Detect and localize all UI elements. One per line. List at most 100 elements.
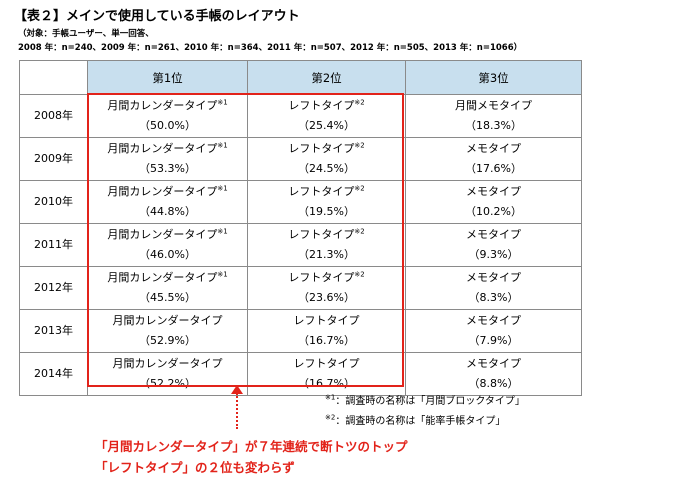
ranking-table: 第1位 第2位 第3位 2008年 月間カレンダータイプ※1 （50.0%） レフトタ… [19,60,582,396]
layout-percent: （19.5%） [298,205,355,218]
rank-3-cell: メモタイプ （9.3%） [405,223,582,267]
layout-percent: （52.2%） [139,377,196,390]
layout-percent: （17.6%） [465,162,522,175]
layout-name: レフトタイプ※2 [248,96,405,116]
table-row: 2009年 月間カレンダータイプ※1 （53.3%） レフトタイプ※2 （24.5%）メ… [19,137,582,181]
layout-percent: （10.2%） [465,205,522,218]
layout-name-text: レフトタイプ [288,228,355,241]
footnote-mark: ※1 [217,98,228,107]
layout-name-text: メモタイプ [466,357,521,370]
layout-name-text: レフトタイプ [288,271,355,284]
layout-percent: （50.0%） [139,119,196,132]
rank-1-cell: 月間カレンダータイプ※1 （45.5%） [87,266,248,310]
layout-name: レフトタイプ※2 [248,139,405,159]
layout-percent: （9.3%） [468,248,519,261]
layout-name-text: 月間カレンダータイプ [107,228,218,241]
table-row: 2014年 月間カレンダータイプ （52.2%） レフトタイプ （16.7%） メモタイプ… [19,352,582,396]
footnote-1: ※1：調査時の名称は「月間ブロックタイプ」 [325,392,525,412]
footnote-mark: ※2 [354,98,365,107]
layout-name: 月間メモタイプ [406,96,581,116]
footnote-1-mark: ※1 [325,393,336,402]
rank-1-cell: 月間カレンダータイプ※1 （50.0%） [87,94,248,138]
rank-2-cell: レフトタイプ※2 （25.4%） [247,94,406,138]
footnote-1-text: ：調査時の名称は「月間ブロックタイプ」 [335,396,525,407]
layout-name-text: 月間カレンダータイプ [112,314,223,327]
layout-name: レフトタイプ※2 [248,225,405,245]
layout-name-text: メモタイプ [466,228,521,241]
header-rank-2: 第2位 [247,60,406,95]
conclusion-line-2: 「レフトタイプ」の２位も変わらず [95,460,295,475]
layout-name-text: レフトタイプ [293,314,360,327]
layout-percent: （23.6%） [298,291,355,304]
layout-name-text: レフトタイプ [288,99,355,112]
layout-percent: （8.8%） [468,377,519,390]
rank-1-cell: 月間カレンダータイプ （52.9%） [87,309,248,353]
layout-name: メモタイプ [406,139,581,159]
year-cell: 2014年 [19,352,88,396]
table-row: 2012年 月間カレンダータイプ※1 （45.5%） レフトタイプ※2 （23.6%） メ… [19,266,582,310]
layout-percent: （45.5%） [139,291,196,304]
layout-name: メモタイプ [406,225,581,245]
footnote-2-text: ：調査時の名称は「能率手帳タイプ」 [335,416,506,427]
layout-name: メモタイプ [406,311,581,331]
subtitle-line-2: 2008 年：n=240、2009 年：n=261、2010 年：n=364、2… [18,43,523,53]
layout-percent: （21.3%） [298,248,355,261]
year-cell: 2008年 [19,94,88,138]
conclusion: 「月間カレンダータイプ」が７年連続で断トツのトップ 「レフトタイプ」の２位も変わ… [95,436,408,478]
layout-name: メモタイプ [406,354,581,374]
footnote-mark: ※1 [217,270,228,279]
layout-percent: （44.8%） [139,205,196,218]
header-rank-3: 第3位 [405,60,582,95]
table-row: 2011年 月間カレンダータイプ※1 （46.0%） レフトタイプ※2 （21.3%）メ… [19,223,582,267]
layout-percent: （7.9%） [468,334,519,347]
rank-3-cell: メモタイプ （10.2%） [405,180,582,224]
layout-name-text: 月間カレンダータイプ [112,357,223,370]
subtitle-line-1: （対象：手帳ユーザー、単一回答、 [18,29,154,39]
table-header-row: 第1位 第2位 第3位 [19,60,582,95]
layout-name-text: レフトタイプ [293,357,360,370]
layout-name: 月間カレンダータイプ※1 [88,268,247,288]
layout-percent: （46.0%） [139,248,196,261]
arrow-up-icon [231,385,243,394]
year-cell: 2009年 [19,137,88,181]
layout-name: 月間カレンダータイプ※1 [88,225,247,245]
layout-name-text: レフトタイプ [288,142,355,155]
header-corner [19,60,88,95]
layout-name-text: メモタイプ [466,314,521,327]
table-row: 2013年 月間カレンダータイプ （52.9%） レフトタイプ （16.7%） メモタイプ… [19,309,582,353]
layout-name-text: メモタイプ [466,142,521,155]
layout-name: レフトタイプ [248,354,405,374]
layout-name: 月間カレンダータイプ [88,311,247,331]
layout-name: 月間カレンダータイプ※1 [88,96,247,116]
footnote-2-mark: ※2 [325,413,336,422]
table-row: 2008年 月間カレンダータイプ※1 （50.0%） レフトタイプ※2 （25.4%） 月… [19,94,582,138]
rank-1-cell: 月間カレンダータイプ （52.2%） [87,352,248,396]
rank-2-cell: レフトタイプ※2 （19.5%） [247,180,406,224]
rank-2-cell: レフトタイプ※2 （23.6%） [247,266,406,310]
year-cell: 2011年 [19,223,88,267]
layout-percent: （25.4%） [298,119,355,132]
rank-2-cell: レフトタイプ※2 （21.3%） [247,223,406,267]
dotted-arrow-line [236,393,238,429]
footnotes: ※1：調査時の名称は「月間ブロックタイプ」 ※2：調査時の名称は「能率手帳タイプ… [325,392,525,432]
rank-2-cell: レフトタイプ （16.7%） [247,309,406,353]
layout-percent: （8.3%） [468,291,519,304]
footnote-mark: ※1 [217,227,228,236]
layout-name: メモタイプ [406,268,581,288]
rank-1-cell: 月間カレンダータイプ※1 （46.0%） [87,223,248,267]
footnote-mark: ※2 [354,184,365,193]
footnote-mark: ※1 [217,184,228,193]
layout-name: 月間カレンダータイプ※1 [88,139,247,159]
layout-percent: （16.7%） [298,377,355,390]
layout-name: 月間カレンダータイプ [88,354,247,374]
footnote-mark: ※1 [217,141,228,150]
layout-percent: （24.5%） [298,162,355,175]
rank-3-cell: 月間メモタイプ （18.3%） [405,94,582,138]
layout-name-text: 月間カレンダータイプ [107,142,218,155]
layout-percent: （18.3%） [465,119,522,132]
footnote-mark: ※2 [354,270,365,279]
table-title: 【表２】メインで使用している手帳のレイアウト [14,9,300,24]
layout-name: レフトタイプ※2 [248,268,405,288]
year-cell: 2012年 [19,266,88,310]
layout-name: メモタイプ [406,182,581,202]
